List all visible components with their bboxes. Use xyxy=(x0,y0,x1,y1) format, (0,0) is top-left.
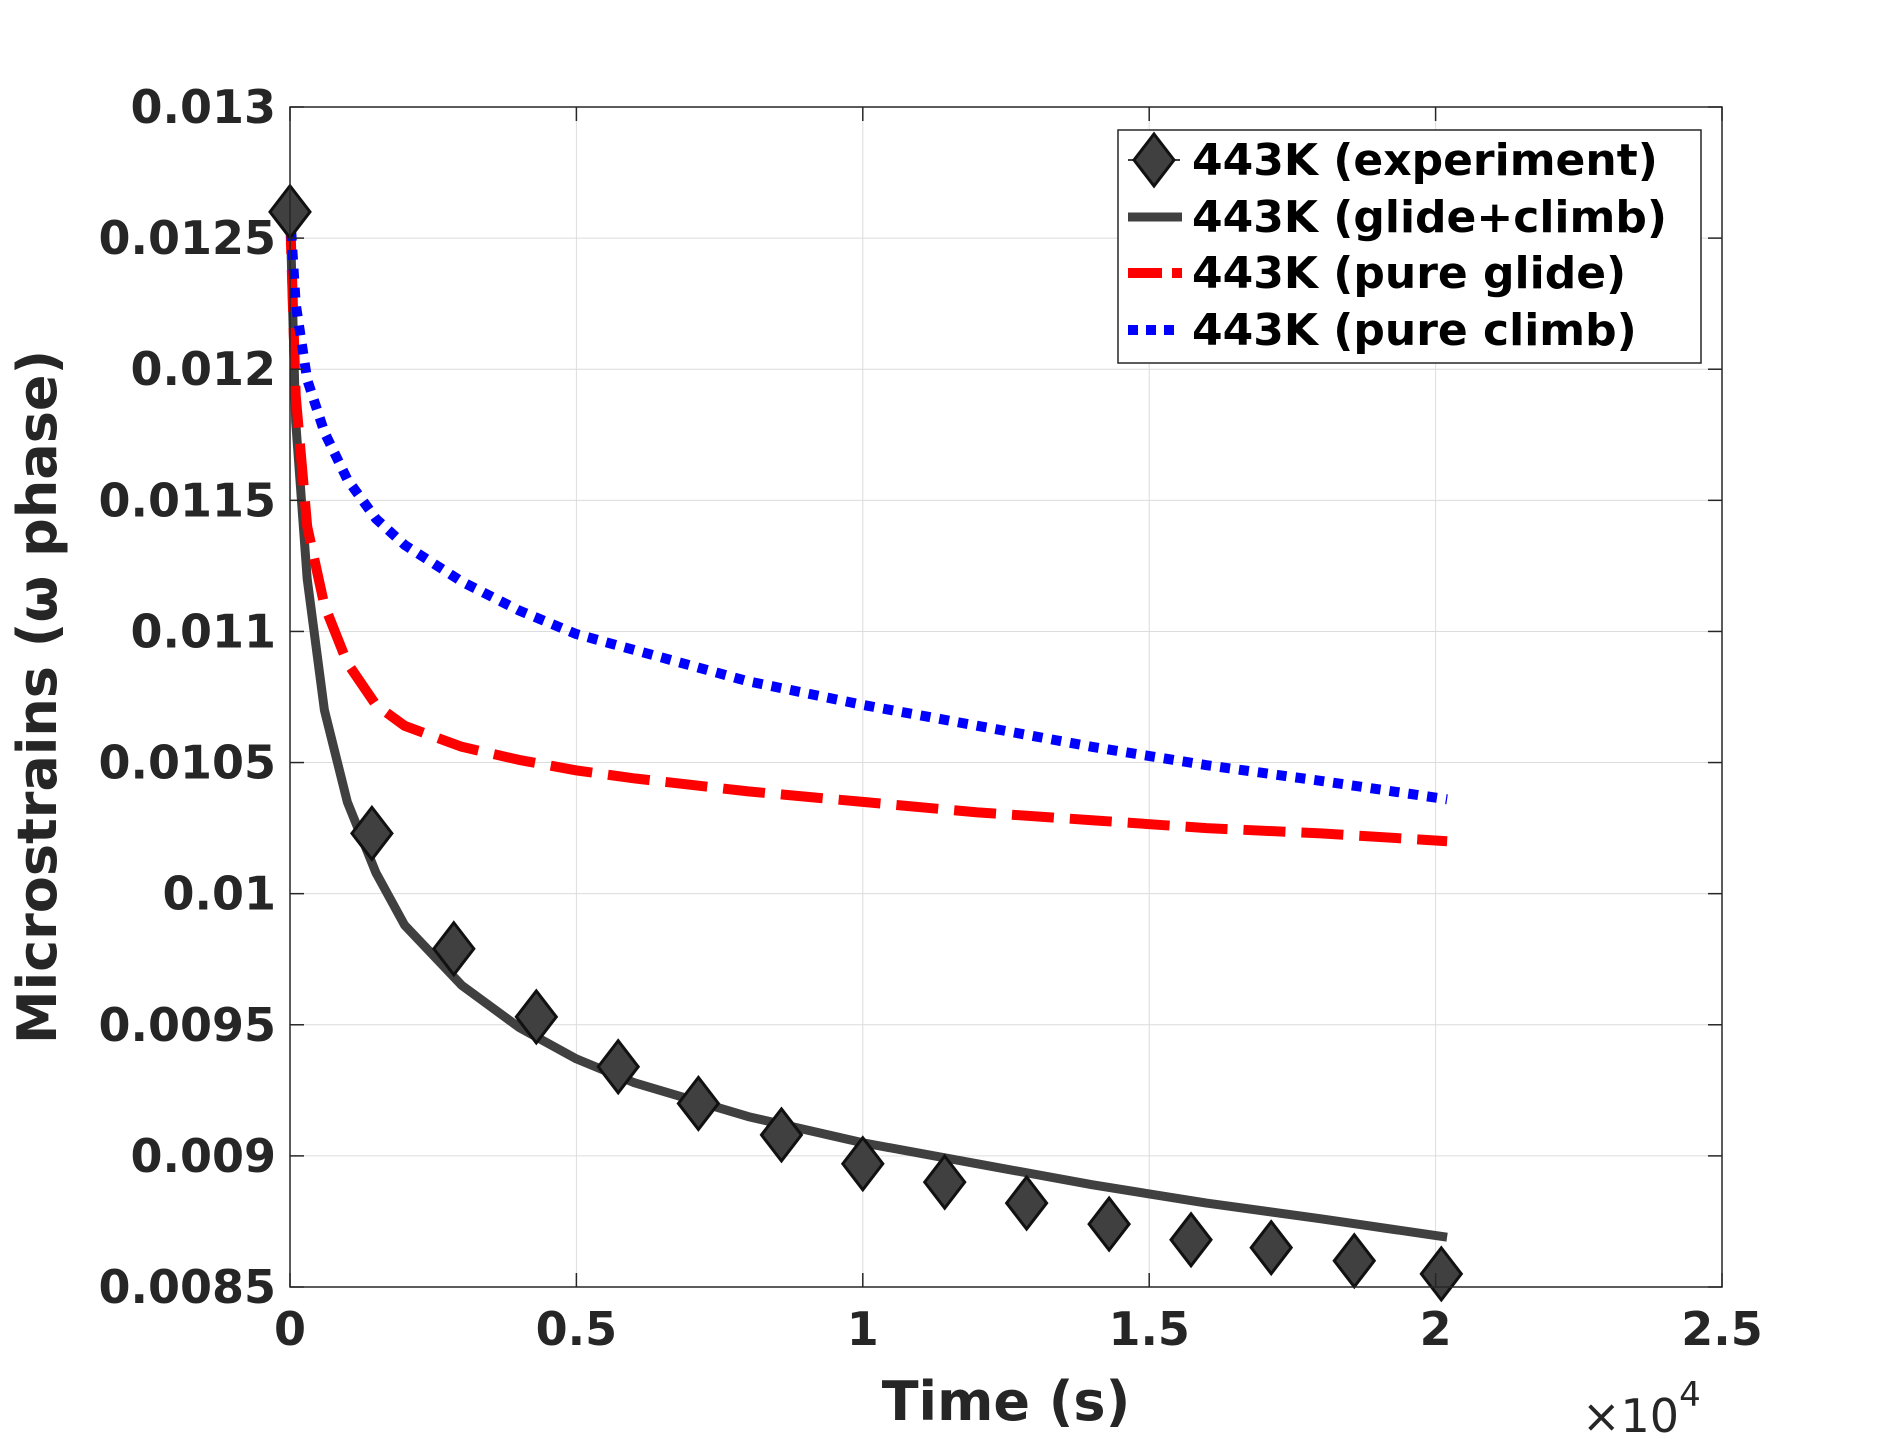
data-point xyxy=(596,1038,641,1096)
legend-label: 443K (pure glide) xyxy=(1192,248,1626,299)
series-3 xyxy=(285,211,1448,805)
data-point xyxy=(514,988,559,1046)
legend: 443K (experiment)443K (glide+climb)443K … xyxy=(1117,129,1702,364)
x-axis-title: Time (s) xyxy=(882,1370,1131,1433)
y-axis-title: Microstrains (ω phase) xyxy=(6,350,69,1044)
legend-item: 443K (glide+climb) xyxy=(1128,192,1667,243)
legend-items: 443K (experiment)443K (glide+climb)443K … xyxy=(1128,131,1667,356)
y-tick-label: 0.009 xyxy=(130,1129,276,1183)
y-tick-label: 0.0115 xyxy=(98,473,276,527)
x-exponent-base: ×10 xyxy=(1582,1389,1679,1439)
x-tick-label: 1.5 xyxy=(1108,1302,1190,1356)
y-tick-label: 0.0125 xyxy=(98,211,276,265)
series-line xyxy=(285,211,1448,847)
series-1 xyxy=(285,211,1448,1242)
legend-item: 443K (experiment) xyxy=(1128,131,1658,189)
data-point xyxy=(1004,1174,1049,1232)
x-exponent-power: 4 xyxy=(1679,1375,1701,1415)
legend-label: 443K (experiment) xyxy=(1192,135,1658,186)
series-line xyxy=(285,211,1448,1242)
data-point xyxy=(922,1153,967,1211)
x-tick-label: 2 xyxy=(1420,1302,1452,1356)
ticks xyxy=(289,106,1723,1288)
x-tick-label: 0.5 xyxy=(536,1302,618,1356)
y-tick-label: 0.01 xyxy=(163,867,277,921)
series-2 xyxy=(285,211,1448,847)
y-tick-label: 0.011 xyxy=(130,604,276,658)
data-point xyxy=(1169,1211,1213,1269)
legend-item: 443K (pure glide) xyxy=(1128,248,1626,299)
x-tick-label: 2.5 xyxy=(1681,1302,1763,1356)
legend-label: 443K (pure climb) xyxy=(1192,305,1637,356)
legend-box xyxy=(1117,129,1702,364)
legend-label: 443K (glide+climb) xyxy=(1192,192,1667,243)
legend-item: 443K (pure climb) xyxy=(1128,305,1637,356)
y-tick-label: 0.012 xyxy=(130,342,276,396)
y-tick-label: 0.0105 xyxy=(98,736,276,790)
data-point xyxy=(759,1106,804,1164)
data-point xyxy=(676,1074,721,1132)
tick-labels: 0 0.5 1 1.5 2 2.5 0.0085 0.009 0.0095 0.01 0.0105 0… xyxy=(98,80,1762,1356)
x-tick-label: 0 xyxy=(274,1302,306,1356)
data-point xyxy=(431,920,476,978)
x-exponent: ×104 xyxy=(1582,1375,1701,1439)
axes-box xyxy=(289,106,1723,1288)
x-tick-label: 1 xyxy=(847,1302,879,1356)
data-point xyxy=(1087,1195,1131,1253)
y-tick-label: 0.0095 xyxy=(98,998,276,1052)
y-tick-label: 0.0085 xyxy=(98,1260,276,1314)
data-point xyxy=(350,804,394,862)
series-line xyxy=(285,211,1448,805)
data-point xyxy=(1249,1219,1294,1277)
data-point xyxy=(840,1135,885,1193)
y-tick-label: 0.013 xyxy=(130,80,276,134)
legend-swatch-marker xyxy=(1132,131,1176,189)
